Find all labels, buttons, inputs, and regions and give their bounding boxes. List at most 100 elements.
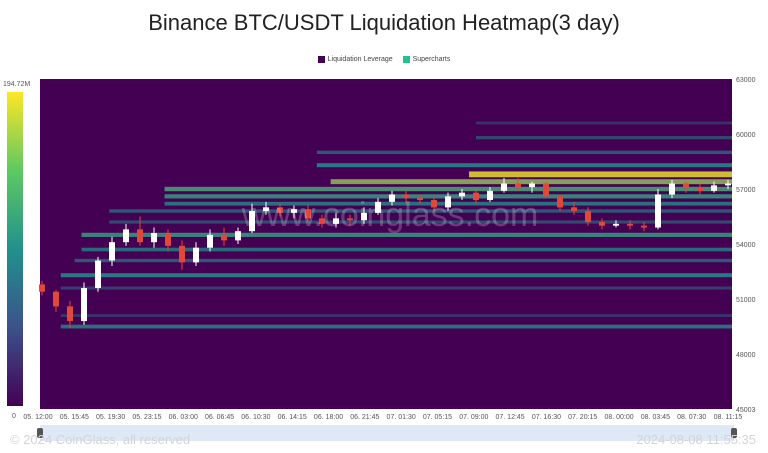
candle-19	[305, 205, 311, 223]
x-tick-label: 08. 07:30	[677, 414, 706, 421]
heatmap-band-14	[316, 163, 732, 168]
x-tick-label: 07. 16:30	[532, 414, 561, 421]
y-tick-label: 48000	[736, 352, 756, 359]
legend-swatch-supercharts	[402, 56, 410, 63]
legend-label-supercharts: Supercharts	[412, 56, 451, 63]
x-tick-label: 07. 20:15	[568, 414, 597, 421]
candle-8	[151, 227, 157, 248]
candle-9	[165, 229, 171, 252]
timestamp: 2024-08-08 11:55:35	[636, 432, 756, 447]
candle-27	[417, 194, 423, 204]
heatmap-band-15	[316, 150, 732, 155]
candle-0	[39, 280, 45, 296]
candle-25	[389, 190, 395, 206]
candle-38	[571, 201, 577, 215]
candle-48	[711, 181, 717, 193]
candle-31	[473, 190, 479, 204]
candle-46	[683, 181, 689, 193]
heatmap-band-4	[74, 258, 733, 263]
x-tick-label: 08. 11:15	[714, 414, 743, 421]
candle-43	[641, 222, 647, 232]
heatmap-band-0	[60, 324, 732, 329]
candle-42	[627, 220, 633, 230]
heatmap-bands	[60, 121, 733, 329]
candle-34	[515, 178, 521, 191]
x-tick-label: 07. 12:45	[496, 414, 525, 421]
candle-4	[95, 256, 101, 292]
y-tick-label: 45003	[736, 407, 756, 414]
heatmap-band-1	[60, 314, 732, 317]
x-tick-label: 08. 00:00	[604, 414, 633, 421]
colorbar-max-label: 194.72M	[3, 81, 30, 88]
heatmap-band-3	[60, 273, 732, 278]
candle-36	[543, 181, 549, 199]
candle-49	[725, 179, 731, 190]
candle-24	[375, 198, 381, 215]
watermark: www.coinglass.com	[241, 196, 539, 234]
y-tick-label: 60000	[736, 132, 756, 139]
candle-26	[403, 190, 409, 204]
candle-3	[81, 282, 87, 325]
x-tick-label: 06. 14:15	[278, 414, 307, 421]
legend: Liquidation Leverage Supercharts	[0, 56, 768, 65]
legend-label-liquidation-leverage: Liquidation Leverage	[327, 56, 393, 63]
candle-12	[207, 229, 213, 252]
candle-23	[361, 207, 367, 224]
candle-20	[319, 214, 325, 228]
candle-2	[67, 300, 73, 329]
x-tick-label: 08. 03:45	[641, 414, 670, 421]
candle-18	[291, 205, 297, 219]
candle-39	[585, 207, 591, 226]
candle-17	[277, 203, 283, 217]
price-candles	[39, 178, 731, 329]
legend-swatch-liquidation-leverage	[317, 56, 325, 63]
slider-handle-right[interactable]	[731, 428, 737, 438]
legend-item-supercharts[interactable]: Supercharts	[402, 56, 451, 63]
candle-30	[459, 189, 465, 201]
candle-41	[613, 220, 619, 228]
x-tick-label: 06. 18:00	[314, 414, 343, 421]
x-tick-label: 07. 09:00	[459, 414, 488, 421]
heatmap-band-16	[475, 136, 732, 140]
candle-47	[697, 183, 703, 195]
slider-handle-left[interactable]	[37, 428, 43, 438]
heatmap-band-6	[81, 232, 732, 237]
x-tick-label: 05. 19:30	[96, 414, 125, 421]
candle-33	[501, 178, 507, 193]
candle-16	[263, 201, 269, 215]
y-tick-label: 63000	[736, 77, 756, 84]
candle-7	[137, 216, 143, 246]
candle-6	[123, 223, 129, 246]
x-tick-label: 07. 01:30	[387, 414, 416, 421]
candle-37	[557, 194, 563, 212]
chart-title: Binance BTC/USDT Liquidation Heatmap(3 d…	[148, 10, 620, 35]
candle-32	[487, 187, 493, 202]
candle-14	[235, 227, 241, 245]
time-range-slider[interactable]	[40, 425, 734, 441]
candle-44	[655, 189, 661, 230]
x-tick-label: 05. 15:45	[60, 414, 89, 421]
x-tick-label: 06. 06:45	[205, 414, 234, 421]
candle-29	[445, 192, 451, 212]
x-tick-label: 06. 10:30	[241, 414, 270, 421]
candle-5	[109, 236, 115, 267]
candle-35	[529, 181, 535, 193]
candle-45	[669, 179, 675, 199]
x-tick-label: 05. 12:00	[23, 414, 52, 421]
x-tick-label: 06. 03:00	[169, 414, 198, 421]
heatmap-band-7	[109, 220, 732, 224]
heatmap-band-12	[330, 179, 732, 185]
heatmap-band-17	[475, 121, 732, 125]
candle-22	[347, 214, 353, 226]
x-tick-label: 05. 23:15	[132, 414, 161, 421]
heatmap-band-5	[81, 247, 732, 252]
y-axis-ticks: 45003 48000 51000 54000 57000 60000 63000	[736, 77, 756, 414]
heatmap-band-13	[469, 171, 732, 178]
heatmap-band-11	[164, 186, 732, 192]
colorbar-min-label: 0	[12, 413, 16, 420]
candle-11	[193, 242, 199, 267]
heatmap-band-8	[109, 209, 732, 213]
legend-item-liquidation-leverage[interactable]: Liquidation Leverage	[317, 56, 393, 63]
candle-28	[431, 198, 437, 212]
